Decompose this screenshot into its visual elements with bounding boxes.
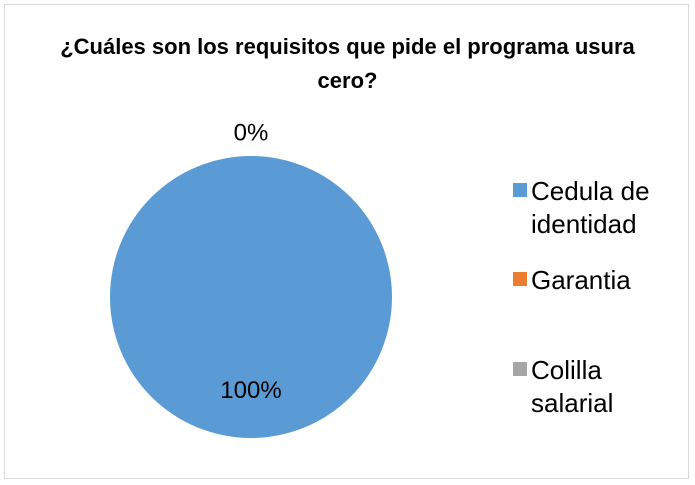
legend-swatch bbox=[513, 272, 527, 286]
chart-title: ¿Cuáles son los requisitos que pide el p… bbox=[60, 34, 635, 93]
pie-slice bbox=[110, 156, 392, 438]
legend-swatch bbox=[513, 362, 527, 376]
legend-label: Cedula de identidad bbox=[531, 176, 650, 239]
chart-frame bbox=[4, 4, 689, 479]
data-label: 100% bbox=[220, 377, 281, 404]
data-label: 0% bbox=[234, 119, 269, 146]
legend-swatch bbox=[513, 183, 527, 197]
legend-label: Garantia bbox=[531, 265, 631, 295]
legend-label: Colilla salarial bbox=[531, 355, 614, 418]
